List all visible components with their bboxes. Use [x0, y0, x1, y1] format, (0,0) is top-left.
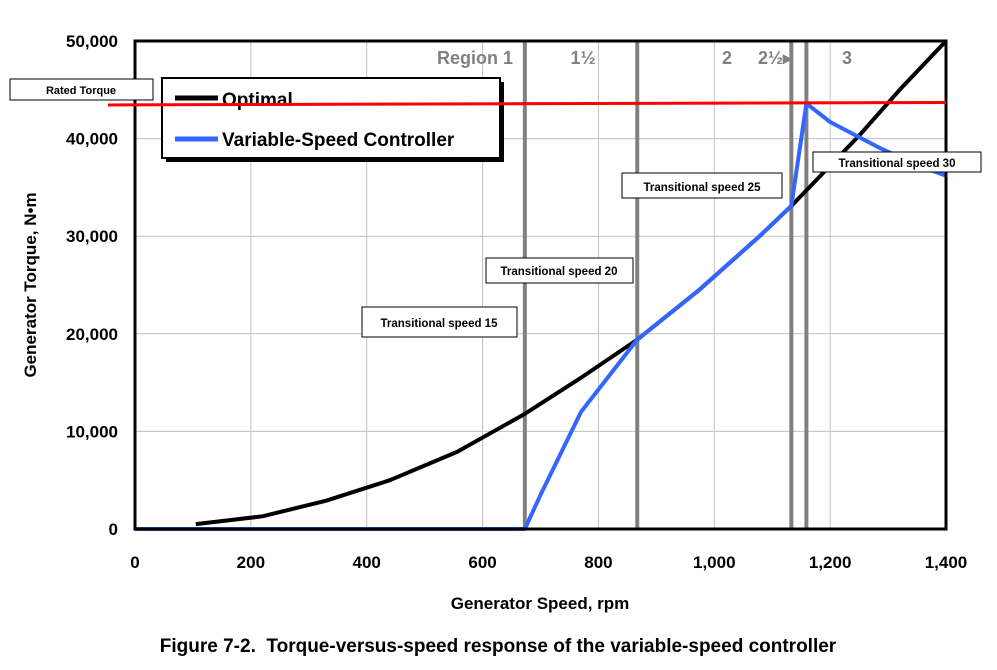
region-label-3: 3	[842, 48, 852, 68]
tick-labels: 0 200 400 600 800 1,000 1,200 1,400 0 10,000 20,00…	[66, 32, 967, 572]
legend-label-optimal: Optimal	[222, 90, 293, 111]
x-tick-label: 1,400	[925, 553, 968, 572]
x-tick-label: 0	[130, 553, 139, 572]
y-tick-label: 10,000	[66, 422, 118, 441]
y-tick-label: 40,000	[66, 130, 118, 149]
x-tick-label: 400	[353, 553, 381, 572]
legend: Optimal Variable-Speed Controller	[161, 77, 504, 162]
y-axis-label: Generator Torque, N•m	[21, 192, 40, 377]
figure-caption: Figure 7-2. Torque-versus-speed response…	[160, 636, 837, 657]
annotation-ts30-text: Transitional speed 30	[839, 158, 956, 170]
x-tick-label: 1,000	[693, 553, 736, 572]
y-tick-label: 30,000	[66, 227, 118, 246]
rated-torque-line	[107, 100, 947, 107]
annotation-ts20-text: Transitional speed 20	[501, 266, 618, 278]
y-tick-label: 50,000	[66, 32, 118, 51]
y-tick-label: 0	[109, 520, 118, 539]
y-tick-label: 20,000	[66, 325, 118, 344]
region-label-1-5: 1½	[570, 48, 595, 68]
rated-torque-label-box: Rated Torque	[9, 78, 154, 101]
region-label-2-5: 2½▸	[758, 48, 793, 68]
region-label-2: 2	[722, 48, 732, 68]
annotation-ts20: Transitional speed 20	[485, 257, 634, 284]
series-line-variable-speed-controller	[135, 101, 947, 531]
annotation-ts25: Transitional speed 25	[621, 172, 783, 199]
annotation-ts30: Transitional speed 30	[812, 151, 982, 173]
x-tick-label: 200	[237, 553, 265, 572]
region-boundaries	[522, 41, 809, 529]
legend-label-vsc: Variable-Speed Controller	[222, 130, 455, 151]
x-axis-label: Generator Speed, rpm	[451, 594, 630, 613]
annotation-ts15-text: Transitional speed 15	[381, 318, 499, 330]
rated-torque-label: Rated Torque	[46, 85, 116, 97]
annotation-ts15: Transitional speed 15	[361, 306, 518, 338]
x-tick-label: 600	[468, 553, 496, 572]
x-tick-label: 1,200	[809, 553, 852, 572]
x-tick-label: 800	[584, 553, 612, 572]
plot-frame	[133, 39, 948, 531]
region-label-1: Region 1	[437, 48, 513, 68]
annotation-ts25-text: Transitional speed 25	[644, 182, 762, 194]
